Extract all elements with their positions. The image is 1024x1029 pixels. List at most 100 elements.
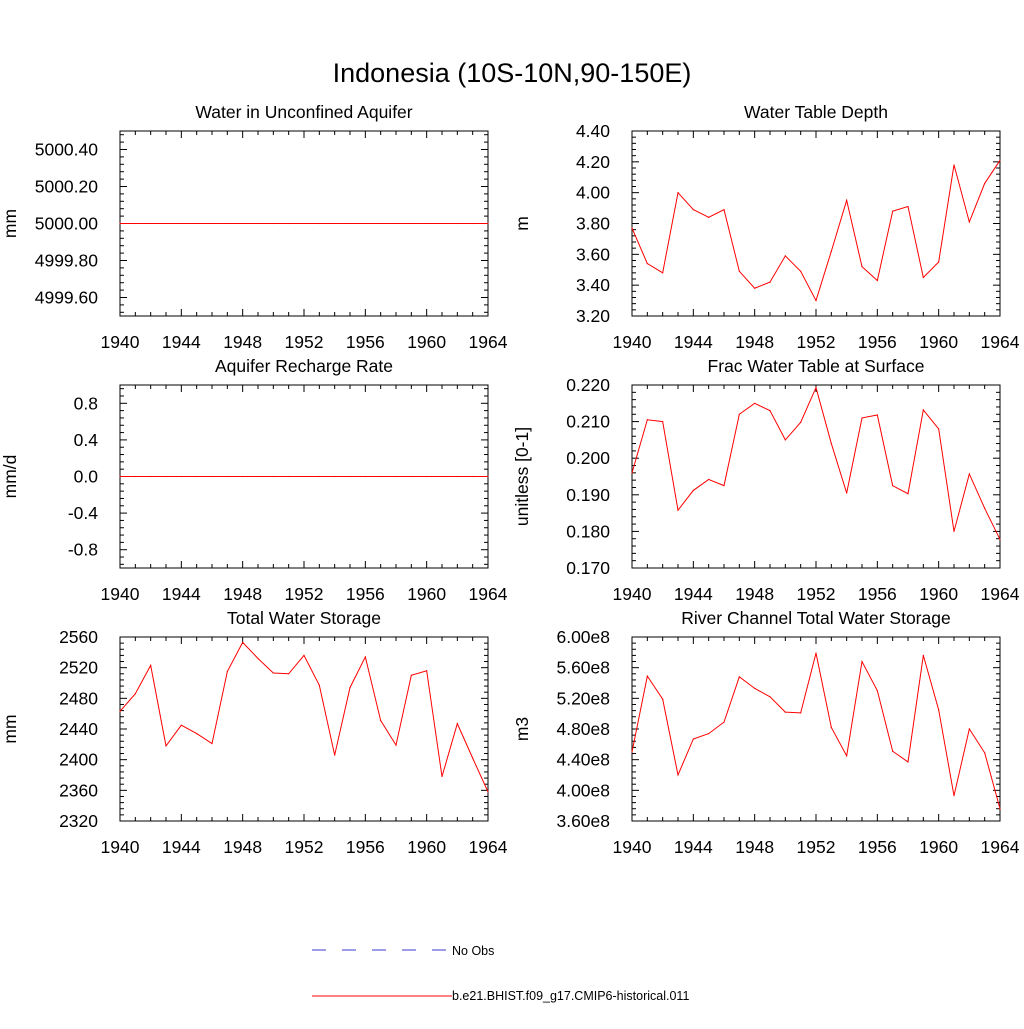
y-tick-label: 4.40e8 — [556, 750, 610, 770]
y-tick-label: 0.8 — [74, 393, 98, 413]
panel-4: Frac Water Table at Surface unitless [0-1… — [512, 356, 1020, 604]
data-point — [708, 216, 710, 218]
data-point — [165, 222, 167, 225]
data-point — [257, 475, 259, 478]
data-point — [892, 750, 894, 752]
data-point — [846, 755, 848, 757]
data-point — [257, 657, 259, 660]
panel-1: Water in Unconfined Aquifer mm 1940 1944 194… — [0, 102, 508, 352]
data-point — [953, 164, 955, 166]
x-tick-label: 1960 — [919, 584, 958, 604]
data-point — [784, 711, 786, 713]
data-point — [769, 696, 771, 698]
data-point — [631, 751, 633, 753]
data-point — [723, 485, 725, 487]
data-point — [738, 270, 740, 272]
y-tick-label: 0.170 — [566, 558, 610, 578]
y-tick-label: 3.40 — [576, 275, 610, 295]
x-tick-label: 1948 — [735, 837, 774, 857]
data-point — [242, 222, 244, 225]
y-tick-label: 2440 — [59, 719, 98, 739]
panel-3: Aquifer Recharge Rate mm/d 1940 1944 1948 195… — [0, 356, 508, 604]
data-point — [738, 676, 740, 678]
data-point — [938, 709, 940, 711]
data-point — [646, 419, 648, 421]
y-tick-label: 2520 — [59, 658, 98, 678]
y-tick-label: 5000.20 — [35, 177, 99, 197]
data-point — [754, 687, 756, 689]
data-point — [349, 475, 351, 478]
series-line-1 — [631, 160, 1001, 302]
x-tick-label: 1956 — [858, 837, 897, 857]
data-point — [426, 222, 428, 225]
y-tick-label: 6.00e8 — [556, 627, 610, 647]
data-point — [738, 413, 740, 415]
x-tick-label: 1960 — [919, 332, 958, 352]
data-point — [349, 222, 351, 225]
data-point — [364, 222, 366, 225]
data-point — [999, 538, 1001, 541]
data-point — [196, 733, 198, 735]
y-tick-label: 5000.40 — [35, 140, 99, 160]
data-point — [677, 509, 679, 511]
panel-title: Aquifer Recharge Rate — [215, 356, 393, 376]
panel-title: River Channel Total Water Storage — [681, 608, 950, 628]
data-point — [211, 222, 213, 225]
data-point — [815, 299, 817, 302]
x-tick-label: 1960 — [919, 837, 958, 857]
plot-frame — [631, 384, 1001, 569]
x-tick-label: 1948 — [735, 332, 774, 352]
x-tick-label: 1940 — [101, 332, 140, 352]
data-point — [456, 723, 458, 725]
y-tick-label: -0.8 — [68, 540, 98, 560]
y-tick-label: 3.20 — [576, 306, 610, 326]
data-point — [410, 674, 412, 676]
data-point — [800, 270, 802, 272]
data-point — [134, 475, 136, 478]
x-tick-label: 1940 — [101, 837, 140, 857]
data-point — [830, 442, 832, 445]
data-point — [907, 205, 909, 208]
data-point — [692, 489, 694, 492]
x-tick-label: 1956 — [858, 332, 897, 352]
y-axis-label: mm — [0, 714, 20, 743]
x-tick-label: 1964 — [981, 584, 1020, 604]
data-point — [677, 774, 679, 776]
x-tick-label: 1944 — [674, 332, 713, 352]
panel-6: River Channel Total Water Storage m3 1940 1… — [512, 608, 1020, 857]
data-point — [226, 475, 228, 478]
y-tick-label: 5.20e8 — [556, 688, 610, 708]
data-point — [999, 808, 1001, 810]
data-point — [876, 279, 878, 282]
data-point — [257, 222, 259, 225]
series-line-1 — [631, 652, 1001, 809]
x-tick-label: 1944 — [674, 837, 713, 857]
data-point — [334, 222, 336, 225]
legend: No Obs b.e21.BHIST.f09_g17.CMIP6-histori… — [312, 944, 689, 1003]
y-tick-label: -0.4 — [68, 503, 98, 523]
data-point — [211, 742, 213, 745]
y-tick-label: 4.40 — [576, 121, 610, 141]
data-point — [708, 733, 710, 735]
data-point — [754, 402, 756, 404]
data-point — [907, 493, 909, 495]
y-tick-label: 4.00e8 — [556, 780, 610, 800]
data-point — [180, 724, 182, 726]
x-tick-label: 1944 — [162, 837, 201, 857]
series-line-1 — [631, 386, 1001, 540]
x-tick-label: 1956 — [346, 584, 385, 604]
data-point — [119, 222, 121, 225]
data-point — [456, 222, 458, 225]
y-axis-label: unitless [0-1] — [512, 427, 532, 526]
data-point — [242, 641, 244, 643]
data-point — [456, 475, 458, 478]
data-point — [784, 439, 786, 441]
data-point — [119, 710, 121, 712]
panel-title: Total Water Storage — [227, 608, 381, 628]
data-point — [708, 478, 710, 481]
data-point — [242, 475, 244, 478]
y-tick-label: 0.200 — [566, 448, 610, 468]
y-tick-label: 2320 — [59, 811, 98, 831]
